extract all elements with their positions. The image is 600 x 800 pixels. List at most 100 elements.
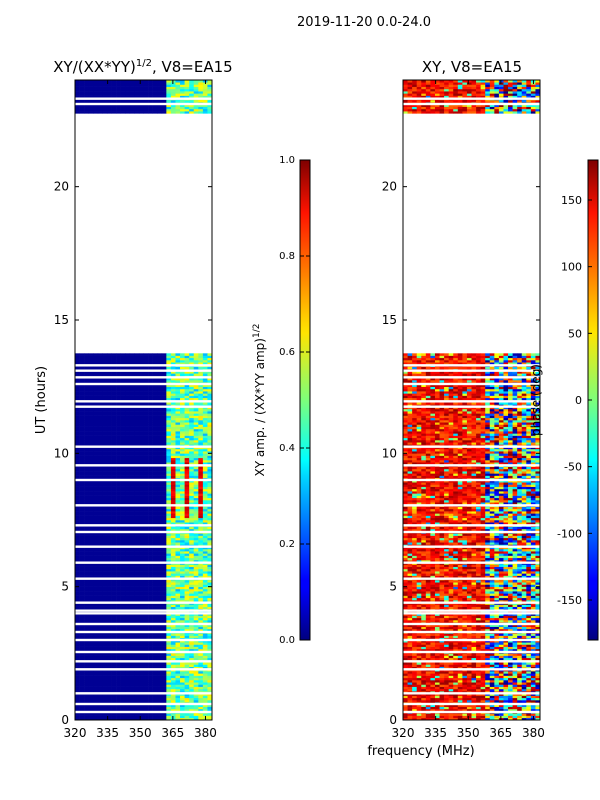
heatmap-cell [97, 600, 103, 603]
heatmap-cell [111, 428, 117, 432]
heatmap-cell [184, 435, 190, 439]
heatmap-cell [193, 500, 199, 503]
heatmap-cell [148, 580, 153, 583]
heatmap-cell [120, 715, 126, 719]
heatmap-cell [180, 415, 185, 419]
heatmap-cell [166, 533, 172, 536]
heatmap-cell [75, 488, 80, 492]
heatmap-cell [129, 548, 135, 552]
heatmap-cell [134, 548, 140, 552]
heatmap-cell [207, 580, 213, 583]
heatmap-cell [79, 571, 85, 574]
heatmap-cell [111, 677, 117, 681]
heatmap-cell [143, 613, 149, 616]
heatmap-cell [189, 684, 195, 687]
heatmap-cell [106, 697, 112, 701]
heatmap-cell [157, 426, 163, 430]
heatmap-cell [125, 482, 131, 485]
heatmap-cell [106, 493, 112, 496]
heatmap-cell [75, 451, 80, 454]
heatmap-cell [193, 406, 199, 410]
heatmap-cell [97, 455, 103, 459]
heatmap-cell [166, 686, 172, 690]
heatmap-cell [198, 482, 204, 485]
heatmap-cell [189, 442, 195, 445]
heatmap-cell [180, 486, 185, 490]
heatmap-cell [106, 453, 112, 456]
heatmap-cell [198, 395, 204, 399]
heatmap-cell [161, 680, 167, 683]
heatmap-cell [111, 546, 117, 550]
heatmap-cell [202, 480, 208, 483]
heatmap-cell [102, 433, 108, 436]
heatmap-cell [198, 580, 204, 583]
heatmap-cell [157, 384, 163, 387]
heatmap-cell [180, 615, 185, 619]
heatmap-cell [198, 466, 204, 470]
heatmap-cell [143, 588, 149, 592]
heatmap-cell [93, 715, 99, 719]
heatmap-cell [111, 437, 117, 441]
heatmap-cell [175, 586, 181, 590]
heatmap-cell [79, 535, 85, 539]
heatmap-cell [97, 540, 103, 543]
heatmap-cell [170, 566, 176, 570]
heatmap-cell [184, 411, 190, 414]
heatmap-cell [143, 480, 149, 483]
heatmap-cell [120, 486, 126, 490]
heatmap-cell [198, 417, 204, 421]
heatmap-cell [143, 535, 149, 539]
heatmap-cell [79, 564, 85, 567]
heatmap-cell [175, 502, 181, 505]
heatmap-cell [166, 557, 172, 561]
heatmap-cell [198, 657, 204, 661]
heatmap-cell [134, 366, 140, 370]
heatmap-cell [111, 451, 117, 454]
heatmap-cell [157, 475, 163, 479]
heatmap-cell [75, 697, 80, 701]
heatmap-cell [129, 468, 135, 472]
heatmap-cell [111, 508, 117, 512]
heatmap-cell [116, 108, 121, 112]
heatmap-cell [157, 402, 163, 405]
heatmap-cell [161, 455, 167, 459]
heatmap-cell [84, 606, 89, 610]
heatmap-cell [148, 540, 153, 543]
heatmap-cell [75, 411, 80, 414]
heatmap-cell [75, 557, 80, 561]
heatmap-cell [97, 395, 103, 399]
heatmap-cell [180, 548, 185, 552]
heatmap-cell [134, 448, 140, 452]
heatmap-cell [84, 697, 89, 701]
heatmap-cell [93, 644, 99, 647]
heatmap-cell [75, 593, 80, 596]
heatmap-cell [138, 482, 144, 485]
heatmap-cell [170, 411, 176, 414]
heatmap-cell [161, 606, 167, 610]
heatmap-cell [143, 715, 149, 719]
heatmap-cell [102, 617, 108, 621]
heatmap-cell [129, 566, 135, 570]
heatmap-cell [152, 508, 158, 512]
heatmap-cell [138, 108, 144, 112]
heatmap-cell [93, 548, 99, 552]
heatmap-cell [93, 546, 99, 550]
heatmap-cell [84, 528, 89, 532]
heatmap-cell [125, 693, 131, 696]
heatmap-cell [157, 491, 163, 494]
heatmap-cell [88, 655, 94, 659]
heatmap-cell [120, 662, 126, 665]
heatmap-cell [102, 471, 108, 474]
heatmap-cell [170, 495, 176, 499]
heatmap-cell [157, 377, 163, 381]
heatmap-cell [111, 371, 117, 374]
heatmap-cell [129, 455, 135, 459]
heatmap-cell [180, 584, 185, 587]
heatmap-cell [134, 573, 140, 576]
heatmap-cell [116, 395, 121, 399]
heatmap-cell [79, 555, 85, 559]
heatmap-cell [166, 537, 172, 541]
heatmap-cell [120, 395, 126, 399]
heatmap-cell [157, 617, 163, 621]
heatmap-cell [207, 473, 213, 476]
